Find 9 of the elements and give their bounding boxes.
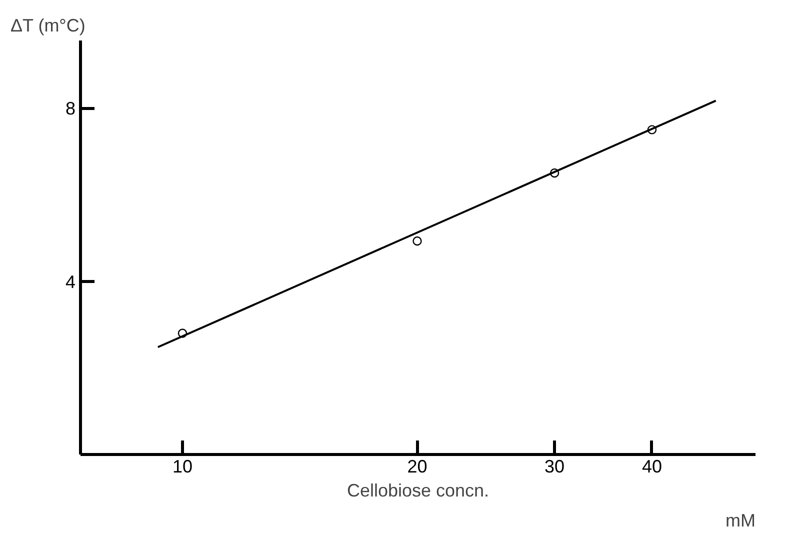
x-tick-label: 10 (172, 456, 192, 476)
x-tick-label: 20 (407, 456, 428, 476)
text: mM (726, 510, 756, 530)
x-tick-label: 40 (642, 456, 662, 476)
y-tick-label: 8 (65, 98, 76, 119)
x-tick-label: 30 (544, 456, 565, 476)
x-axis-title: Cellobiose concn. (346, 480, 490, 500)
y-axis-title: ΔT (m°C) (10, 16, 86, 36)
y-tick-label: 4 (65, 272, 76, 292)
